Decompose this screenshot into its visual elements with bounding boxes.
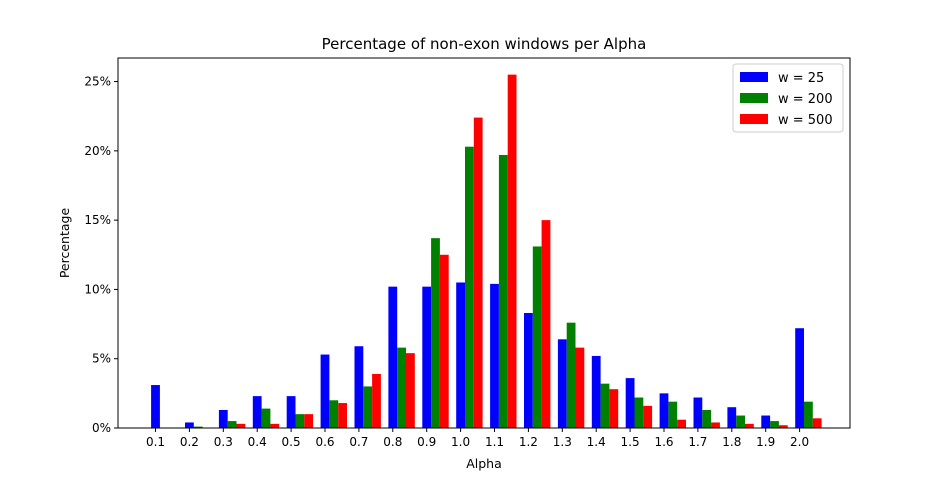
bar-w-25-1.7 <box>693 397 703 428</box>
bar-w-500-1.1 <box>507 74 517 428</box>
x-tick-label: 0.2 <box>180 435 199 449</box>
x-tick-label: 0.6 <box>315 435 334 449</box>
x-axis-label: Alpha <box>466 456 502 471</box>
x-tick-label: 1.2 <box>519 435 538 449</box>
bar-w-500-1.6 <box>677 419 686 428</box>
legend-label: w = 200 <box>778 92 833 107</box>
x-tick-label: 1.8 <box>722 435 741 449</box>
bar-w-25-0.1 <box>151 385 160 428</box>
y-tick-label: 0% <box>92 421 111 435</box>
y-tick-label: 10% <box>84 282 111 296</box>
bar-w-25-0.7 <box>354 346 364 428</box>
bar-w-25-1.5 <box>625 378 635 428</box>
x-tick-label: 0.1 <box>146 435 165 449</box>
bar-w-25-0.2 <box>185 422 194 428</box>
bar-w-200-0.7 <box>363 386 373 428</box>
y-tick-label: 20% <box>84 144 111 158</box>
bar-w-500-1.2 <box>541 220 551 428</box>
bar-w-200-0.4 <box>261 408 271 428</box>
x-tick-label: 0.8 <box>383 435 402 449</box>
x-tick-label: 1.1 <box>485 435 504 449</box>
bar-w-200-0.3 <box>227 421 237 428</box>
bar-w-500-1.7 <box>711 422 720 428</box>
y-ticks: 0% 5% 10% 15% 20% 25% <box>84 75 118 435</box>
x-tick-label: 1.9 <box>756 435 775 449</box>
bar-w-500-1.8 <box>745 423 754 428</box>
y-tick-label: 25% <box>84 75 111 89</box>
bar-w-200-1.1 <box>498 155 508 428</box>
bar-w-25-1.3 <box>557 339 567 428</box>
bar-w-500-1.5 <box>643 405 653 428</box>
x-tick-label: 1.7 <box>688 435 707 449</box>
bar-w-200-1.2 <box>532 246 542 428</box>
bar-w-500-1.4 <box>609 389 619 428</box>
bar-w-200-0.9 <box>431 238 440 428</box>
bar-w-25-1.9 <box>761 415 771 428</box>
bar-w-25-1.1 <box>490 283 499 428</box>
x-tick-label: 0.5 <box>282 435 301 449</box>
bar-w-500-0.4 <box>270 423 280 428</box>
plot-frame <box>117 57 851 429</box>
x-tick-label: 1.6 <box>654 435 673 449</box>
bar-w-200-1.9 <box>770 421 779 428</box>
legend-label: w = 500 <box>778 113 833 128</box>
x-ticks: 0.1 0.2 0.3 0.4 0.5 0.6 0.7 0.8 0.9 1.0 1.1 1.2 1.3 1… <box>146 428 809 449</box>
bar-w-25-2.0 <box>795 328 804 428</box>
bar-w-500-1.0 <box>473 117 483 428</box>
y-tick-label: 5% <box>92 352 111 366</box>
legend: w = 25 w = 200 w = 500 <box>732 63 844 133</box>
bar-w-25-0.3 <box>218 409 228 428</box>
bar-w-25-0.6 <box>320 354 330 428</box>
x-tick-label: 2.0 <box>790 435 809 449</box>
bar-w-25-0.5 <box>286 396 296 428</box>
bar-w-500-0.7 <box>372 373 381 428</box>
bar-w-500-0.8 <box>406 353 415 428</box>
x-tick-label: 1.5 <box>621 435 640 449</box>
bar-w-500-0.5 <box>304 414 314 428</box>
chart-title: Percentage of non-exon windows per Alpha <box>322 35 647 53</box>
bar-w-200-1.0 <box>465 146 474 428</box>
bar-w-200-1.5 <box>634 397 644 428</box>
legend-swatch <box>740 93 768 103</box>
x-tick-label: 0.9 <box>417 435 436 449</box>
bar-w-25-1.8 <box>727 407 737 428</box>
bar-w-200-1.6 <box>668 401 678 428</box>
bar-w-25-0.9 <box>422 286 432 428</box>
plot-area <box>118 58 850 428</box>
y-tick-label: 15% <box>84 213 111 227</box>
bar-w-500-0.3 <box>236 423 246 428</box>
x-tick-label: 0.4 <box>248 435 267 449</box>
bar-w-200-0.6 <box>329 400 339 428</box>
bar-w-25-1.4 <box>591 355 601 428</box>
bar-w-25-1.0 <box>456 282 465 428</box>
bar-w-200-1.7 <box>702 409 712 428</box>
bar-w-500-1.9 <box>778 425 788 428</box>
bar-w-200-1.4 <box>600 383 610 428</box>
bars-group <box>151 74 822 428</box>
x-tick-label: 0.7 <box>349 435 368 449</box>
bar-w-500-2.0 <box>812 418 822 428</box>
x-tick-label: 0.3 <box>214 435 233 449</box>
y-axis-label: Percentage <box>57 208 72 279</box>
legend-swatch <box>740 72 768 82</box>
bar-w-200-0.8 <box>397 347 406 428</box>
x-tick-label: 1.0 <box>451 435 470 449</box>
x-tick-label: 1.4 <box>587 435 606 449</box>
bar-w-500-0.9 <box>439 254 449 428</box>
bar-w-25-0.8 <box>388 286 398 428</box>
bar-w-25-0.4 <box>252 396 262 428</box>
bar-w-200-1.8 <box>736 415 745 428</box>
bar-w-200-0.2 <box>193 426 203 428</box>
x-tick-label: 1.3 <box>553 435 572 449</box>
bar-w-25-1.2 <box>524 312 533 428</box>
bar-w-200-1.3 <box>566 322 576 428</box>
bar-w-500-1.3 <box>575 347 585 428</box>
bar-w-200-2.0 <box>804 401 813 428</box>
bar-w-200-0.5 <box>295 414 305 428</box>
legend-swatch <box>740 114 768 124</box>
bar-w-25-1.6 <box>659 393 669 428</box>
bar-w-500-0.6 <box>338 403 347 428</box>
legend-label: w = 25 <box>778 71 824 86</box>
